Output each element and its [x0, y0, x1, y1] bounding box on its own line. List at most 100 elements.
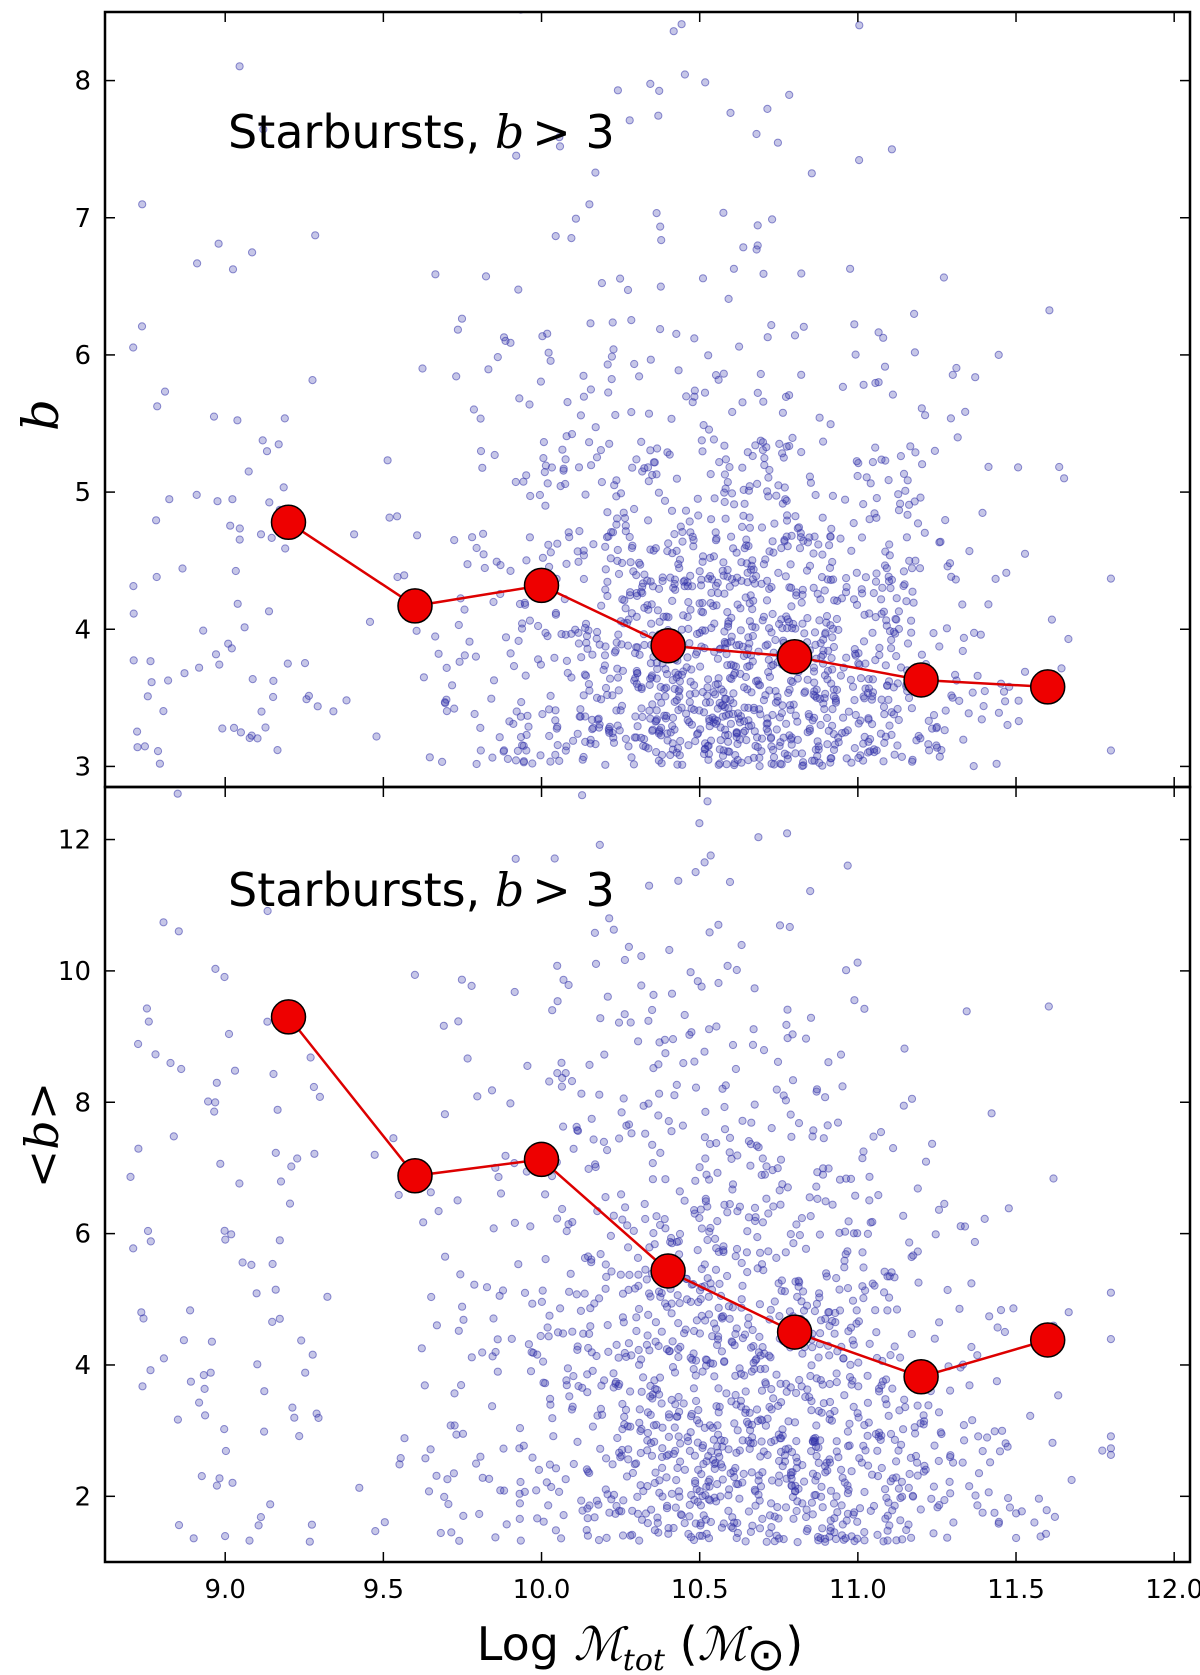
scatter-point	[648, 1175, 658, 1184]
scatter-point	[551, 1526, 561, 1535]
scatter-point	[690, 1057, 699, 1066]
scatter-point	[994, 350, 1003, 359]
scatter-point	[151, 1050, 160, 1059]
scatter-point	[426, 1188, 435, 1197]
scatter-point	[968, 688, 977, 697]
scatter-point	[810, 756, 819, 765]
scatter-point	[752, 245, 761, 254]
scatter-point	[301, 1368, 310, 1377]
scatter-point	[524, 1340, 534, 1349]
scatter-point	[576, 705, 585, 714]
scatter-point	[741, 1537, 750, 1546]
scatter-point	[721, 694, 731, 704]
scatter-point	[758, 1218, 768, 1227]
y-tick-label: 4	[74, 1351, 91, 1381]
scatter-point	[891, 614, 900, 624]
scatter-point	[729, 544, 738, 553]
scatter-point	[633, 643, 642, 652]
scatter-point	[555, 756, 564, 766]
scatter-point	[841, 588, 851, 597]
scatter-point	[849, 519, 858, 528]
scatter-point	[689, 1384, 699, 1393]
scatter-point	[639, 1373, 648, 1382]
scatter-point	[713, 1480, 722, 1489]
scatter-point	[1045, 306, 1054, 315]
scatter-point	[546, 356, 555, 365]
scatter-point	[594, 1536, 604, 1545]
scatter-point	[661, 1299, 670, 1308]
scatter-point	[894, 715, 903, 725]
scatter-point	[772, 725, 781, 734]
scatter-point	[711, 1265, 721, 1274]
scatter-point	[799, 322, 808, 331]
scatter-point	[775, 921, 785, 930]
scatter-point	[871, 443, 880, 452]
scatter-point	[460, 605, 469, 614]
scatter-point	[680, 1196, 689, 1205]
scatter-point	[762, 724, 771, 733]
scatter-point	[631, 712, 640, 721]
scatter-point	[855, 21, 864, 30]
scatter-point	[419, 1218, 428, 1227]
scatter-point	[634, 1345, 643, 1355]
scatter-point	[745, 639, 754, 648]
scatter-point	[454, 1326, 463, 1335]
scatter-point	[658, 1444, 667, 1453]
scatter-point	[674, 1352, 683, 1362]
scatter-point	[965, 547, 974, 556]
scatter-point	[603, 360, 612, 369]
scatter-point	[717, 1523, 727, 1532]
scatter-point	[153, 747, 163, 756]
scatter-point	[465, 0, 472, 1]
scatter-point	[777, 1286, 786, 1295]
scatter-point	[654, 1528, 663, 1537]
scatter-point	[941, 516, 950, 525]
scatter-point	[617, 701, 627, 711]
scatter-point	[835, 1306, 845, 1315]
scatter-point	[1064, 634, 1073, 644]
scatter-point	[700, 858, 709, 867]
scatter-point	[1012, 1533, 1021, 1543]
scatter-point	[644, 516, 653, 525]
scatter-point	[783, 829, 792, 838]
scatter-point	[693, 977, 702, 986]
scatter-point	[540, 468, 549, 477]
scatter-point	[797, 1297, 806, 1306]
scatter-point	[510, 1218, 520, 1228]
scatter-point	[654, 1111, 663, 1120]
scatter-point	[706, 553, 715, 563]
scatter-point	[916, 493, 925, 502]
scatter-point	[810, 532, 819, 541]
scatter-point	[777, 709, 787, 718]
scatter-point	[791, 512, 800, 521]
scatter-point	[714, 978, 723, 988]
scatter-point	[643, 576, 652, 585]
scatter-point	[633, 1253, 643, 1263]
scatter-point	[593, 627, 602, 637]
scatter-point	[731, 1463, 740, 1473]
scatter-point	[487, 694, 496, 703]
scatter-point	[847, 1532, 856, 1541]
scatter-point	[635, 1536, 644, 1545]
scatter-point	[288, 1403, 297, 1412]
scatter-point	[538, 1286, 547, 1295]
scatter-point	[621, 734, 631, 744]
scatter-point	[605, 439, 614, 448]
scatter-point	[690, 386, 699, 395]
scatter-point	[535, 490, 545, 500]
scatter-point	[476, 723, 485, 733]
scatter-point	[434, 649, 443, 658]
scatter-point	[773, 1057, 783, 1067]
scatter-point	[476, 447, 486, 456]
scatter-point	[618, 1531, 628, 1540]
scatter-point	[930, 446, 940, 455]
scatter-point	[827, 754, 836, 763]
scatter-point	[602, 1533, 611, 1543]
scatter-point	[193, 259, 202, 268]
scatter-point	[642, 1275, 651, 1284]
scatter-point	[745, 1444, 754, 1454]
scatter-point	[723, 1208, 732, 1217]
scatter-point	[940, 1199, 949, 1209]
scatter-point	[677, 625, 686, 634]
scatter-point	[775, 1312, 784, 1321]
